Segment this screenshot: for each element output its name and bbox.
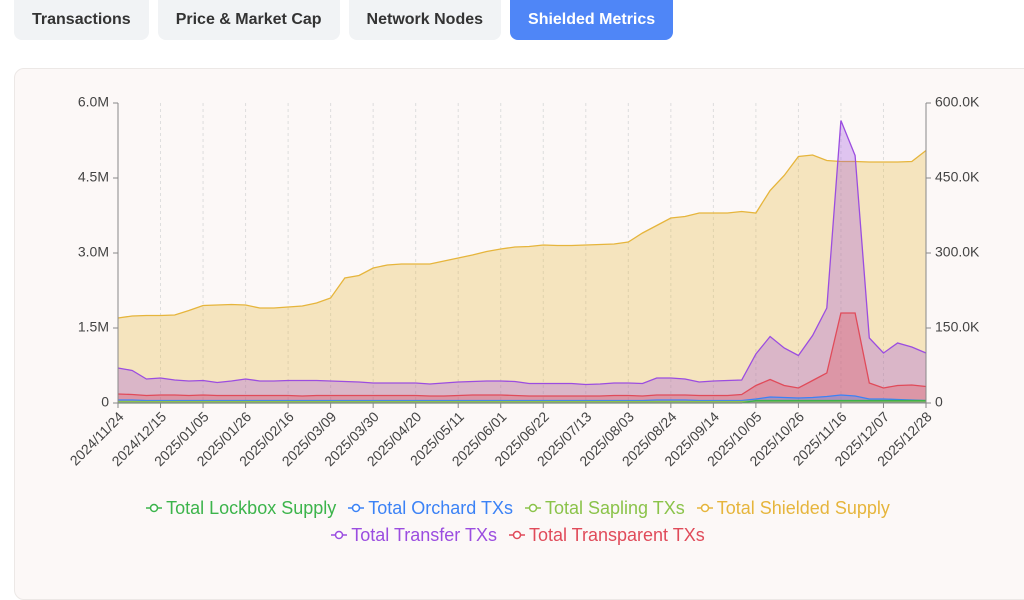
legend-label: Total Shielded Supply xyxy=(716,497,890,518)
legend-item[interactable]: Total Transfer TXs xyxy=(331,524,497,546)
tab[interactable]: Network Nodes xyxy=(348,0,502,40)
legend-marker xyxy=(331,530,348,540)
legend-label: Total Lockbox Supply xyxy=(166,497,337,518)
legend-label: Total Sapling TXs xyxy=(544,497,685,518)
legend-item[interactable]: Total Lockbox Supply xyxy=(146,497,336,519)
line xyxy=(117,312,927,397)
y2-tick-label: 150.0K xyxy=(935,319,980,335)
y2-tick-label: 450.0K xyxy=(935,169,980,185)
page: Transactions Price & Market Cap Network No… xyxy=(14,0,1024,600)
y-tick-label: 6.0M xyxy=(78,94,109,110)
legend-label: Total Transparent TXs xyxy=(528,524,705,545)
legend-marker xyxy=(348,503,365,513)
legend: Total Lockbox Supply Total Orchard TXs Tot… xyxy=(100,497,936,546)
legend-marker xyxy=(696,503,713,513)
legend-marker xyxy=(508,530,525,540)
area xyxy=(118,313,926,403)
tab[interactable]: Shielded Metrics xyxy=(510,0,674,40)
line xyxy=(117,149,927,319)
legend-marker xyxy=(146,503,163,513)
tab[interactable]: Transactions xyxy=(14,0,149,40)
area xyxy=(118,120,926,403)
legend-item[interactable]: Total Sapling TXs xyxy=(524,497,685,519)
legend-item[interactable]: Total Orchard TXs xyxy=(348,497,513,519)
y-tick-label: 1.5M xyxy=(78,319,109,335)
legend-label: Total Transfer TXs xyxy=(351,524,497,545)
line xyxy=(118,394,927,402)
y-tick-label: 3.0M xyxy=(78,244,109,260)
y2-tick-label: 0 xyxy=(935,394,943,410)
legend-item[interactable]: Total Shielded Supply xyxy=(696,497,890,519)
line xyxy=(117,120,927,386)
chart: 2024/11/242024/12/152025/01/052025/01/26… xyxy=(67,94,980,470)
tab-bar: Transactions Price & Market Cap Network No… xyxy=(14,0,674,40)
y-tick-label: 0 xyxy=(101,394,109,410)
y2-tick-label: 300.0K xyxy=(935,244,980,260)
legend-item[interactable]: Total Transparent TXs xyxy=(508,524,705,546)
legend-label: Total Orchard TXs xyxy=(368,497,513,518)
y-tick-label: 4.5M xyxy=(78,169,109,185)
legend-marker xyxy=(524,503,541,513)
y2-tick-label: 600.0K xyxy=(935,94,980,110)
tab[interactable]: Price & Market Cap xyxy=(157,0,340,40)
